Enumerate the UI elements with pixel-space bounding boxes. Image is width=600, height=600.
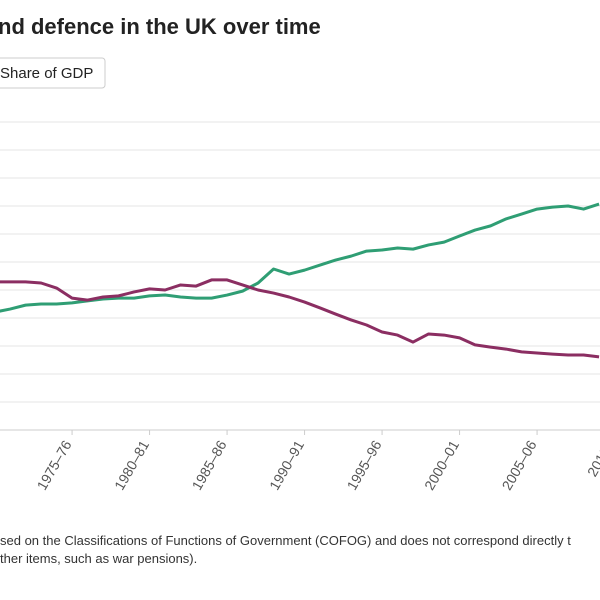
share-button[interactable] [0, 57, 106, 89]
x-tick-label: 1985–86 [189, 437, 230, 492]
x-tick-label: 1995–96 [344, 437, 385, 492]
x-tick-label: 2005–06 [499, 437, 540, 492]
data-line [0, 202, 600, 313]
footnote: ther items, such as war pensions). [0, 551, 197, 566]
x-tick-label: 2000–01 [421, 437, 462, 492]
footnote: sed on the Classifications of Functions … [0, 533, 571, 548]
share-button-label[interactable]: Share of GDP [0, 65, 93, 82]
data-line [0, 278, 600, 359]
x-tick-label: 2010– [584, 437, 600, 479]
chart-title: nd defence in the UK over time [0, 14, 321, 39]
x-tick-label: 1990–91 [266, 437, 307, 492]
x-tick-label: 1975–76 [34, 437, 75, 492]
x-tick-label: 1980–81 [111, 437, 152, 492]
